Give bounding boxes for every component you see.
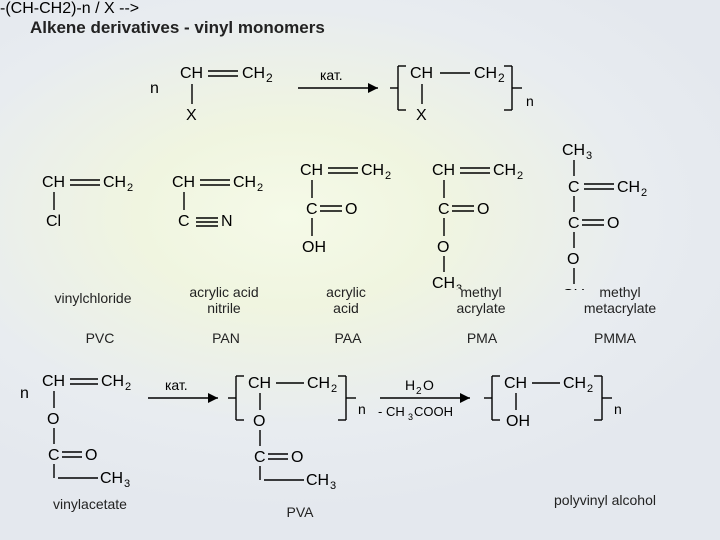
svg-text:CH: CH bbox=[103, 174, 126, 191]
svg-text:2: 2 bbox=[331, 383, 337, 395]
svg-text:кат.: кат. bbox=[320, 67, 343, 83]
svg-text:O: O bbox=[253, 413, 265, 430]
svg-text:CH: CH bbox=[432, 162, 455, 179]
svg-text:CH: CH bbox=[233, 174, 256, 191]
svg-text:2: 2 bbox=[127, 182, 133, 194]
label-pva: PVA bbox=[270, 504, 330, 520]
svg-text:2: 2 bbox=[125, 381, 131, 393]
svg-text:O: O bbox=[423, 377, 434, 393]
svg-text:CH: CH bbox=[248, 375, 271, 392]
svg-text:X: X bbox=[186, 107, 197, 124]
svg-text:CH: CH bbox=[562, 142, 585, 159]
svg-text:C: C bbox=[568, 179, 580, 196]
svg-text:O: O bbox=[567, 251, 579, 268]
svg-text:C: C bbox=[254, 449, 266, 466]
svg-text:CH: CH bbox=[42, 373, 65, 390]
bottom-reaction: n CH CH2 O C O CH3 кат. CH CH2 n O bbox=[20, 370, 710, 490]
svg-text:CH: CH bbox=[172, 174, 195, 191]
svg-text:CH: CH bbox=[410, 65, 433, 82]
svg-text:O: O bbox=[477, 201, 489, 218]
svg-text:X: X bbox=[416, 107, 427, 124]
abbrev-paa: PAA bbox=[318, 330, 378, 346]
svg-text:CH: CH bbox=[307, 375, 330, 392]
svg-text:C: C bbox=[438, 201, 450, 218]
svg-text:CH: CH bbox=[504, 375, 527, 392]
svg-text:2: 2 bbox=[257, 182, 263, 194]
svg-text:CH: CH bbox=[617, 179, 640, 196]
svg-text:C: C bbox=[306, 201, 318, 218]
svg-text:3: 3 bbox=[330, 480, 336, 490]
svg-text:O: O bbox=[291, 449, 303, 466]
page-title: Alkene derivatives - vinyl monomers bbox=[30, 18, 325, 38]
svg-text:3: 3 bbox=[586, 150, 592, 162]
svg-text:O: O bbox=[47, 411, 59, 428]
label-methyl-methacrylate: methyl metacrylate bbox=[550, 284, 690, 316]
svg-text:2: 2 bbox=[266, 71, 273, 85]
svg-text:CH: CH bbox=[493, 162, 516, 179]
svg-text:2: 2 bbox=[498, 71, 505, 85]
svg-text:CH: CH bbox=[101, 373, 124, 390]
label-methyl-acrylate: methyl acrylate bbox=[426, 284, 536, 316]
abbrev-pmma: PMMA bbox=[580, 330, 650, 346]
abbrev-pan: PAN bbox=[196, 330, 256, 346]
label-acrylonitrile: acrylic acid nitrile bbox=[164, 284, 284, 316]
svg-text:CH: CH bbox=[563, 375, 586, 392]
svg-text:CH: CH bbox=[242, 65, 265, 82]
label-vinylacetate: vinylacetate bbox=[30, 496, 150, 512]
struct-methyl-acrylate: CH CH2 C O O CH3 bbox=[432, 160, 552, 290]
top-reaction: n CH CH 2 X кат. CH CH 2 n X bbox=[150, 58, 580, 138]
svg-text:CH: CH bbox=[100, 470, 123, 487]
svg-text:2: 2 bbox=[385, 170, 391, 182]
svg-text:COOH: COOH bbox=[414, 404, 453, 419]
svg-text:- CH: - CH bbox=[378, 404, 405, 419]
svg-text:O: O bbox=[85, 447, 97, 464]
svg-text:OH: OH bbox=[506, 413, 530, 430]
svg-text:n: n bbox=[150, 80, 159, 97]
svg-text:3: 3 bbox=[408, 412, 413, 422]
struct-methyl-methacrylate: CH3 C CH2 C O O CH3 bbox=[562, 140, 692, 290]
svg-text:кат.: кат. bbox=[165, 377, 188, 393]
svg-text:3: 3 bbox=[124, 478, 130, 490]
svg-text:CH: CH bbox=[42, 174, 65, 191]
struct-acrylonitrile: CH CH2 C N bbox=[172, 172, 292, 252]
svg-text:2: 2 bbox=[587, 383, 593, 395]
svg-text:CH: CH bbox=[180, 65, 203, 82]
svg-text:O: O bbox=[607, 215, 619, 232]
abbrev-pma: PMA bbox=[452, 330, 512, 346]
svg-text:n: n bbox=[20, 385, 29, 402]
svg-text:C: C bbox=[568, 215, 580, 232]
svg-text:CH: CH bbox=[306, 472, 329, 489]
struct-vinylchloride: CH CH2 Cl bbox=[42, 172, 162, 252]
svg-text:2: 2 bbox=[641, 187, 647, 199]
svg-text:CH: CH bbox=[474, 65, 497, 82]
abbrev-pvc: PVC bbox=[70, 330, 130, 346]
label-polyvinyl-alcohol: polyvinyl alcohol bbox=[520, 492, 690, 508]
svg-text:n: n bbox=[614, 401, 622, 417]
svg-text:CH: CH bbox=[361, 162, 384, 179]
svg-text:O: O bbox=[345, 201, 357, 218]
svg-text:n: n bbox=[358, 401, 366, 417]
svg-text:C: C bbox=[48, 447, 60, 464]
svg-text:N: N bbox=[221, 213, 233, 230]
svg-text:2: 2 bbox=[517, 170, 523, 182]
label-acrylic-acid: acrylic acid bbox=[296, 284, 396, 316]
svg-text:n: n bbox=[526, 93, 534, 109]
svg-text:2: 2 bbox=[416, 386, 422, 397]
label-vinylchloride: vinylchloride bbox=[38, 290, 148, 306]
svg-text:OH: OH bbox=[302, 239, 326, 256]
struct-acrylic-acid: CH CH2 C O OH bbox=[300, 160, 420, 280]
svg-text:H: H bbox=[405, 377, 415, 393]
svg-text:Cl: Cl bbox=[46, 213, 61, 230]
svg-text:O: O bbox=[437, 239, 449, 256]
svg-text:CH: CH bbox=[300, 162, 323, 179]
svg-text:C: C bbox=[178, 213, 190, 230]
